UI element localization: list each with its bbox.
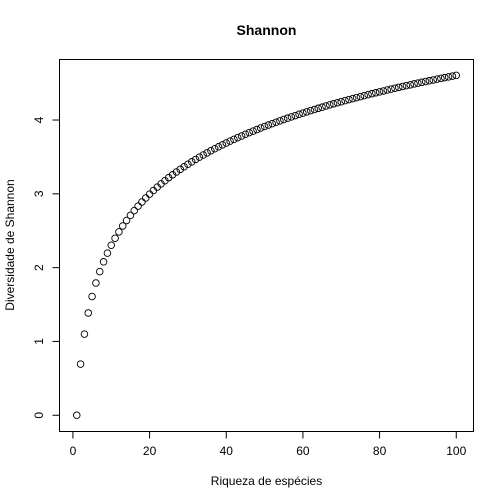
data-point <box>242 131 249 138</box>
data-point <box>73 412 80 419</box>
y-tick-label: 0 <box>32 412 46 419</box>
data-point <box>303 109 310 116</box>
data-point <box>215 143 222 150</box>
data-point <box>139 199 146 206</box>
data-point <box>292 112 299 119</box>
plot-area <box>60 60 474 432</box>
data-point <box>200 152 207 159</box>
x-tick-label: 60 <box>296 444 310 458</box>
data-point <box>93 280 100 287</box>
y-tick-label: 1 <box>32 338 46 345</box>
data-point <box>211 145 218 152</box>
x-tick-label: 20 <box>143 444 157 458</box>
data-point <box>208 147 215 154</box>
data-point <box>234 134 241 141</box>
x-tick-label: 0 <box>70 444 77 458</box>
data-point <box>227 138 234 145</box>
chart-title: Shannon <box>237 22 297 38</box>
data-point <box>246 129 253 136</box>
data-point <box>116 229 123 236</box>
data-point <box>257 125 264 132</box>
data-point <box>254 126 261 133</box>
data-point <box>261 123 268 130</box>
data-point <box>146 191 153 198</box>
y-tick-label: 4 <box>32 116 46 123</box>
data-point <box>192 156 199 163</box>
data-point <box>269 120 276 127</box>
x-tick-label: 80 <box>373 444 387 458</box>
data-point <box>85 310 92 317</box>
data-point <box>296 111 303 118</box>
data-point <box>453 72 460 79</box>
y-axis-label: Diversidade de Shannon <box>3 179 17 310</box>
data-points <box>73 72 459 418</box>
data-point <box>265 122 272 129</box>
data-point <box>311 106 318 113</box>
data-point <box>196 154 203 161</box>
data-point <box>231 136 238 143</box>
data-point <box>288 114 295 121</box>
data-point <box>112 235 119 242</box>
y-tick-label: 3 <box>32 190 46 197</box>
data-point <box>108 242 115 249</box>
data-point <box>135 203 142 210</box>
data-point <box>319 104 326 111</box>
x-tick-label: 100 <box>446 444 466 458</box>
data-point <box>204 150 211 157</box>
data-point <box>307 107 314 114</box>
data-point <box>223 140 230 147</box>
data-point <box>77 361 84 368</box>
data-point <box>250 128 257 135</box>
x-axis-label: Riqueza de espécies <box>211 474 322 488</box>
data-point <box>284 115 291 122</box>
data-point <box>238 133 245 140</box>
data-point <box>273 119 280 126</box>
y-axis: 0 1 2 3 4 <box>32 116 60 418</box>
data-point <box>89 293 96 300</box>
data-point <box>142 195 149 202</box>
data-point <box>277 118 284 125</box>
x-axis: 0 20 40 60 80 100 <box>70 432 467 459</box>
data-point <box>131 207 138 214</box>
x-tick-label: 40 <box>220 444 234 458</box>
data-point <box>100 259 107 266</box>
data-point <box>96 268 103 275</box>
y-tick-label: 2 <box>32 264 46 271</box>
data-point <box>81 331 88 338</box>
data-point <box>104 250 111 257</box>
data-point <box>300 110 307 117</box>
data-point <box>280 116 287 123</box>
data-point <box>219 142 226 149</box>
